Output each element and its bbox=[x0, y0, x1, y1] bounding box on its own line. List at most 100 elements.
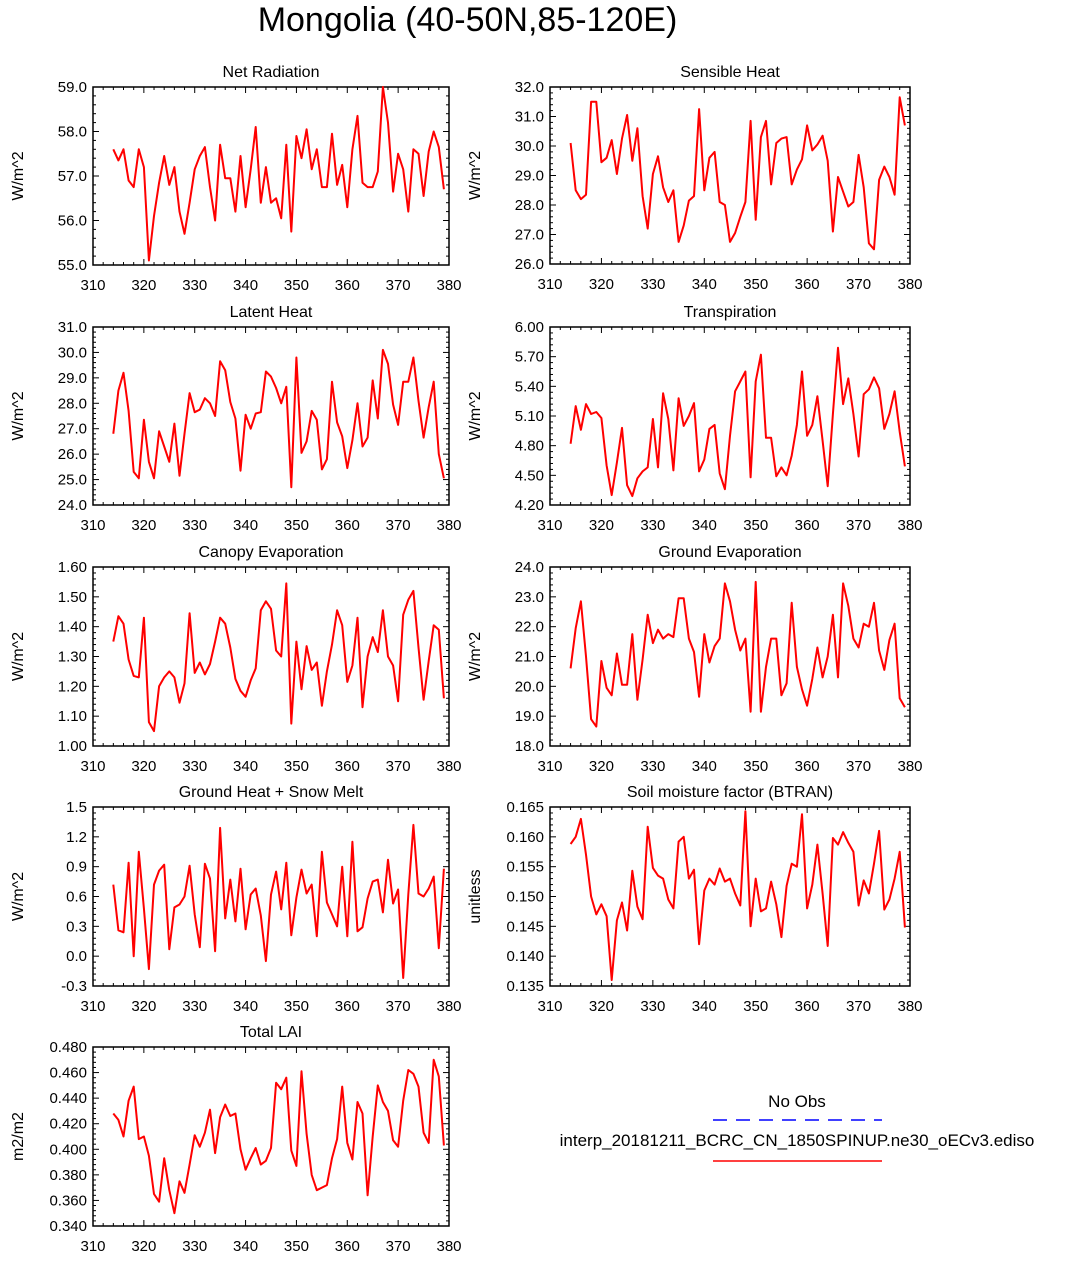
x-tick-label: 340 bbox=[233, 1238, 258, 1255]
x-tick-label: 330 bbox=[182, 758, 207, 775]
x-tick-label: 350 bbox=[743, 276, 768, 293]
chart-panel: Canopy Evaporation W/m^2 310 320 330 340 350 36… bbox=[10, 544, 462, 775]
x-tick-label: 330 bbox=[182, 1238, 207, 1255]
series-line bbox=[112, 1058, 445, 1215]
x-tick-label: 360 bbox=[795, 517, 820, 534]
chart-panel: Net Radiation W/m^2 310 320 330 340 350 360 370 3… bbox=[10, 64, 462, 294]
y-tick-label: 28.0 bbox=[58, 395, 87, 412]
x-tick-label: 350 bbox=[743, 998, 768, 1015]
y-tick-label: 1.20 bbox=[58, 678, 87, 695]
y-tick-label: 26.0 bbox=[58, 446, 87, 463]
x-tick-label: 360 bbox=[795, 998, 820, 1015]
series-line bbox=[569, 346, 906, 498]
y-tick-label: 24.0 bbox=[515, 559, 544, 576]
series-line bbox=[112, 86, 445, 262]
series-line bbox=[569, 810, 906, 981]
x-tick-label: 310 bbox=[80, 998, 105, 1015]
x-tick-label: 350 bbox=[743, 517, 768, 534]
y-tick-label: 1.00 bbox=[58, 738, 87, 755]
x-tick-label: 380 bbox=[436, 1238, 461, 1255]
panel-title: Ground Evaporation bbox=[658, 544, 801, 561]
panel-title: Transpiration bbox=[684, 304, 777, 321]
y-tick-label: 4.80 bbox=[515, 438, 544, 455]
series-line bbox=[112, 823, 445, 979]
x-tick-label: 310 bbox=[537, 517, 562, 534]
chart-panel: Total LAI m2/m2 310 320 330 340 350 360 370 380 0.… bbox=[10, 1024, 462, 1255]
y-tick-label: 32.0 bbox=[515, 79, 544, 96]
plot-frame bbox=[92, 1046, 450, 1227]
x-tick-label: 320 bbox=[589, 517, 614, 534]
legend-model-label: interp_20181211_BCRC_CN_1850SPINUP.ne30_… bbox=[560, 1131, 1035, 1150]
y-tick-label: 56.0 bbox=[58, 213, 87, 230]
x-tick-label: 350 bbox=[284, 998, 309, 1015]
y-tick-label: 5.10 bbox=[515, 408, 544, 425]
y-tick-label: 5.70 bbox=[515, 349, 544, 366]
y-tick-label: 26.0 bbox=[515, 256, 544, 273]
y-tick-label: 0.6 bbox=[66, 889, 87, 906]
x-tick-label: 330 bbox=[182, 998, 207, 1015]
x-tick-label: 380 bbox=[897, 758, 922, 775]
y-tick-label: 20.0 bbox=[515, 678, 544, 695]
y-tick-label: 0.360 bbox=[49, 1192, 87, 1209]
y-tick-label: 19.0 bbox=[515, 708, 544, 725]
y-axis-label: W/m^2 bbox=[10, 632, 27, 681]
chart-panel: Soil moisture factor (BTRAN) unitless 310 3… bbox=[467, 784, 923, 1015]
y-tick-label: 0.400 bbox=[49, 1141, 87, 1158]
x-tick-label: 370 bbox=[386, 998, 411, 1015]
x-tick-label: 310 bbox=[80, 517, 105, 534]
y-tick-label: 1.40 bbox=[58, 619, 87, 636]
plot-frame bbox=[92, 326, 450, 506]
x-tick-label: 360 bbox=[335, 277, 360, 294]
x-tick-label: 380 bbox=[897, 998, 922, 1015]
y-tick-label: 22.0 bbox=[515, 619, 544, 636]
series-line bbox=[569, 96, 906, 251]
x-tick-label: 330 bbox=[640, 276, 665, 293]
y-tick-label: 18.0 bbox=[515, 738, 544, 755]
x-tick-label: 340 bbox=[692, 998, 717, 1015]
x-tick-label: 370 bbox=[846, 758, 871, 775]
y-axis-label: W/m^2 bbox=[10, 151, 27, 200]
x-tick-label: 320 bbox=[589, 276, 614, 293]
x-tick-label: 310 bbox=[80, 1238, 105, 1255]
x-tick-label: 320 bbox=[131, 517, 156, 534]
y-tick-label: 27.0 bbox=[58, 421, 87, 438]
x-tick-label: 370 bbox=[386, 277, 411, 294]
y-axis-label: W/m^2 bbox=[10, 391, 27, 440]
y-tick-label: 23.0 bbox=[515, 589, 544, 606]
x-tick-label: 330 bbox=[640, 758, 665, 775]
y-tick-label: 0.140 bbox=[506, 948, 544, 965]
x-tick-label: 380 bbox=[436, 277, 461, 294]
y-tick-label: -0.3 bbox=[61, 978, 87, 995]
y-tick-label: 21.0 bbox=[515, 649, 544, 666]
x-tick-label: 330 bbox=[182, 277, 207, 294]
y-tick-label: 0.135 bbox=[506, 978, 544, 995]
y-tick-label: 0.440 bbox=[49, 1090, 87, 1107]
x-tick-label: 310 bbox=[537, 758, 562, 775]
x-tick-label: 360 bbox=[335, 1238, 360, 1255]
y-tick-label: 28.0 bbox=[515, 197, 544, 214]
x-tick-label: 380 bbox=[436, 998, 461, 1015]
y-tick-label: 0.420 bbox=[49, 1116, 87, 1133]
y-tick-label: 0.9 bbox=[66, 859, 87, 876]
y-axis-label: W/m^2 bbox=[467, 632, 484, 681]
panel-title: Sensible Heat bbox=[680, 64, 780, 81]
x-tick-label: 340 bbox=[233, 758, 258, 775]
plot-frame bbox=[549, 806, 911, 987]
x-tick-label: 370 bbox=[846, 517, 871, 534]
x-tick-label: 380 bbox=[436, 517, 461, 534]
x-tick-label: 380 bbox=[436, 758, 461, 775]
x-tick-label: 320 bbox=[131, 277, 156, 294]
y-tick-label: 59.0 bbox=[58, 79, 87, 96]
x-tick-label: 380 bbox=[897, 517, 922, 534]
x-tick-label: 370 bbox=[386, 1238, 411, 1255]
y-tick-label: 0.380 bbox=[49, 1167, 87, 1184]
x-tick-label: 350 bbox=[284, 1238, 309, 1255]
panel-title: Net Radiation bbox=[223, 64, 320, 81]
y-tick-label: 27.0 bbox=[515, 227, 544, 244]
series-line bbox=[569, 580, 906, 728]
y-axis-label: m2/m2 bbox=[10, 1112, 27, 1161]
y-tick-label: 1.10 bbox=[58, 708, 87, 725]
legend-obs-label: No Obs bbox=[768, 1092, 826, 1111]
x-tick-label: 380 bbox=[897, 276, 922, 293]
